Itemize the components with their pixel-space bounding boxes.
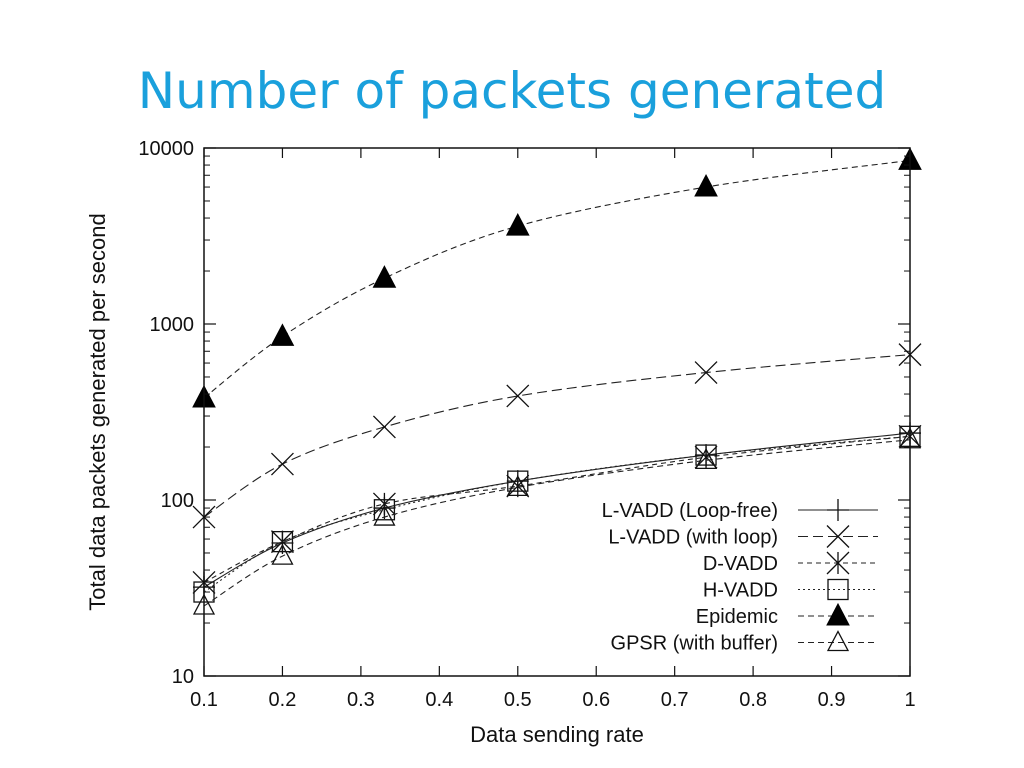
data-point xyxy=(506,474,529,496)
data-point xyxy=(506,474,530,498)
data-point xyxy=(270,452,294,476)
series-line xyxy=(203,435,911,583)
series-line xyxy=(203,439,911,607)
x-tick-label: 0.5 xyxy=(504,689,532,711)
data-point xyxy=(373,499,396,521)
legend-marker xyxy=(826,551,850,575)
y-tick-label: 100 xyxy=(161,490,194,512)
series-line xyxy=(203,435,911,593)
legend-label: L-VADD (Loop-free) xyxy=(602,500,778,522)
y-tick-label: 1000 xyxy=(150,314,195,336)
x-tick-label: 0.3 xyxy=(347,689,375,711)
legend-marker xyxy=(826,602,850,626)
x-tick-label: 0.1 xyxy=(190,689,218,711)
x-tick-label: 0.7 xyxy=(661,689,689,711)
data-point xyxy=(372,265,397,288)
data-point xyxy=(271,530,294,553)
legend-marker xyxy=(827,578,849,601)
slide-title: Number of packets generated xyxy=(137,62,887,120)
data-point xyxy=(694,447,718,469)
data-point xyxy=(270,323,295,346)
data-point xyxy=(507,470,529,492)
legend-marker xyxy=(826,630,850,652)
data-point xyxy=(505,213,530,236)
data-point xyxy=(695,444,717,466)
legend-label: Epidemic xyxy=(696,606,778,628)
series-line xyxy=(203,159,911,399)
legend-marker xyxy=(827,499,849,521)
data-point xyxy=(372,415,396,439)
y-tick-label: 10000 xyxy=(138,138,194,160)
legend-label: GPSR (with buffer) xyxy=(611,633,778,655)
legend-label: L-VADD (with loop) xyxy=(608,527,778,549)
x-tick-label: 0.8 xyxy=(739,689,767,711)
legend-marker xyxy=(826,525,850,548)
data-point xyxy=(372,492,396,516)
x-tick-label: 0.2 xyxy=(269,689,297,711)
legend-label: D-VADD xyxy=(703,553,778,575)
data-point xyxy=(694,361,718,384)
data-point xyxy=(506,384,530,408)
x-tick-label: 1 xyxy=(904,689,915,711)
legend-label: H-VADD xyxy=(703,580,778,602)
data-point xyxy=(694,173,718,197)
x-tick-label: 0.9 xyxy=(818,689,846,711)
y-axis-label: Total data packets generated per second xyxy=(85,213,110,611)
series-line xyxy=(203,354,911,518)
x-axis-label: Data sending rate xyxy=(470,722,644,747)
plot-frame xyxy=(203,147,911,677)
data-point xyxy=(271,543,294,565)
data-point xyxy=(270,530,294,554)
data-point xyxy=(373,504,396,526)
x-tick-label: 0.4 xyxy=(425,689,453,711)
x-tick-label: 0.6 xyxy=(582,689,610,711)
y-tick-label: 10 xyxy=(172,666,194,688)
